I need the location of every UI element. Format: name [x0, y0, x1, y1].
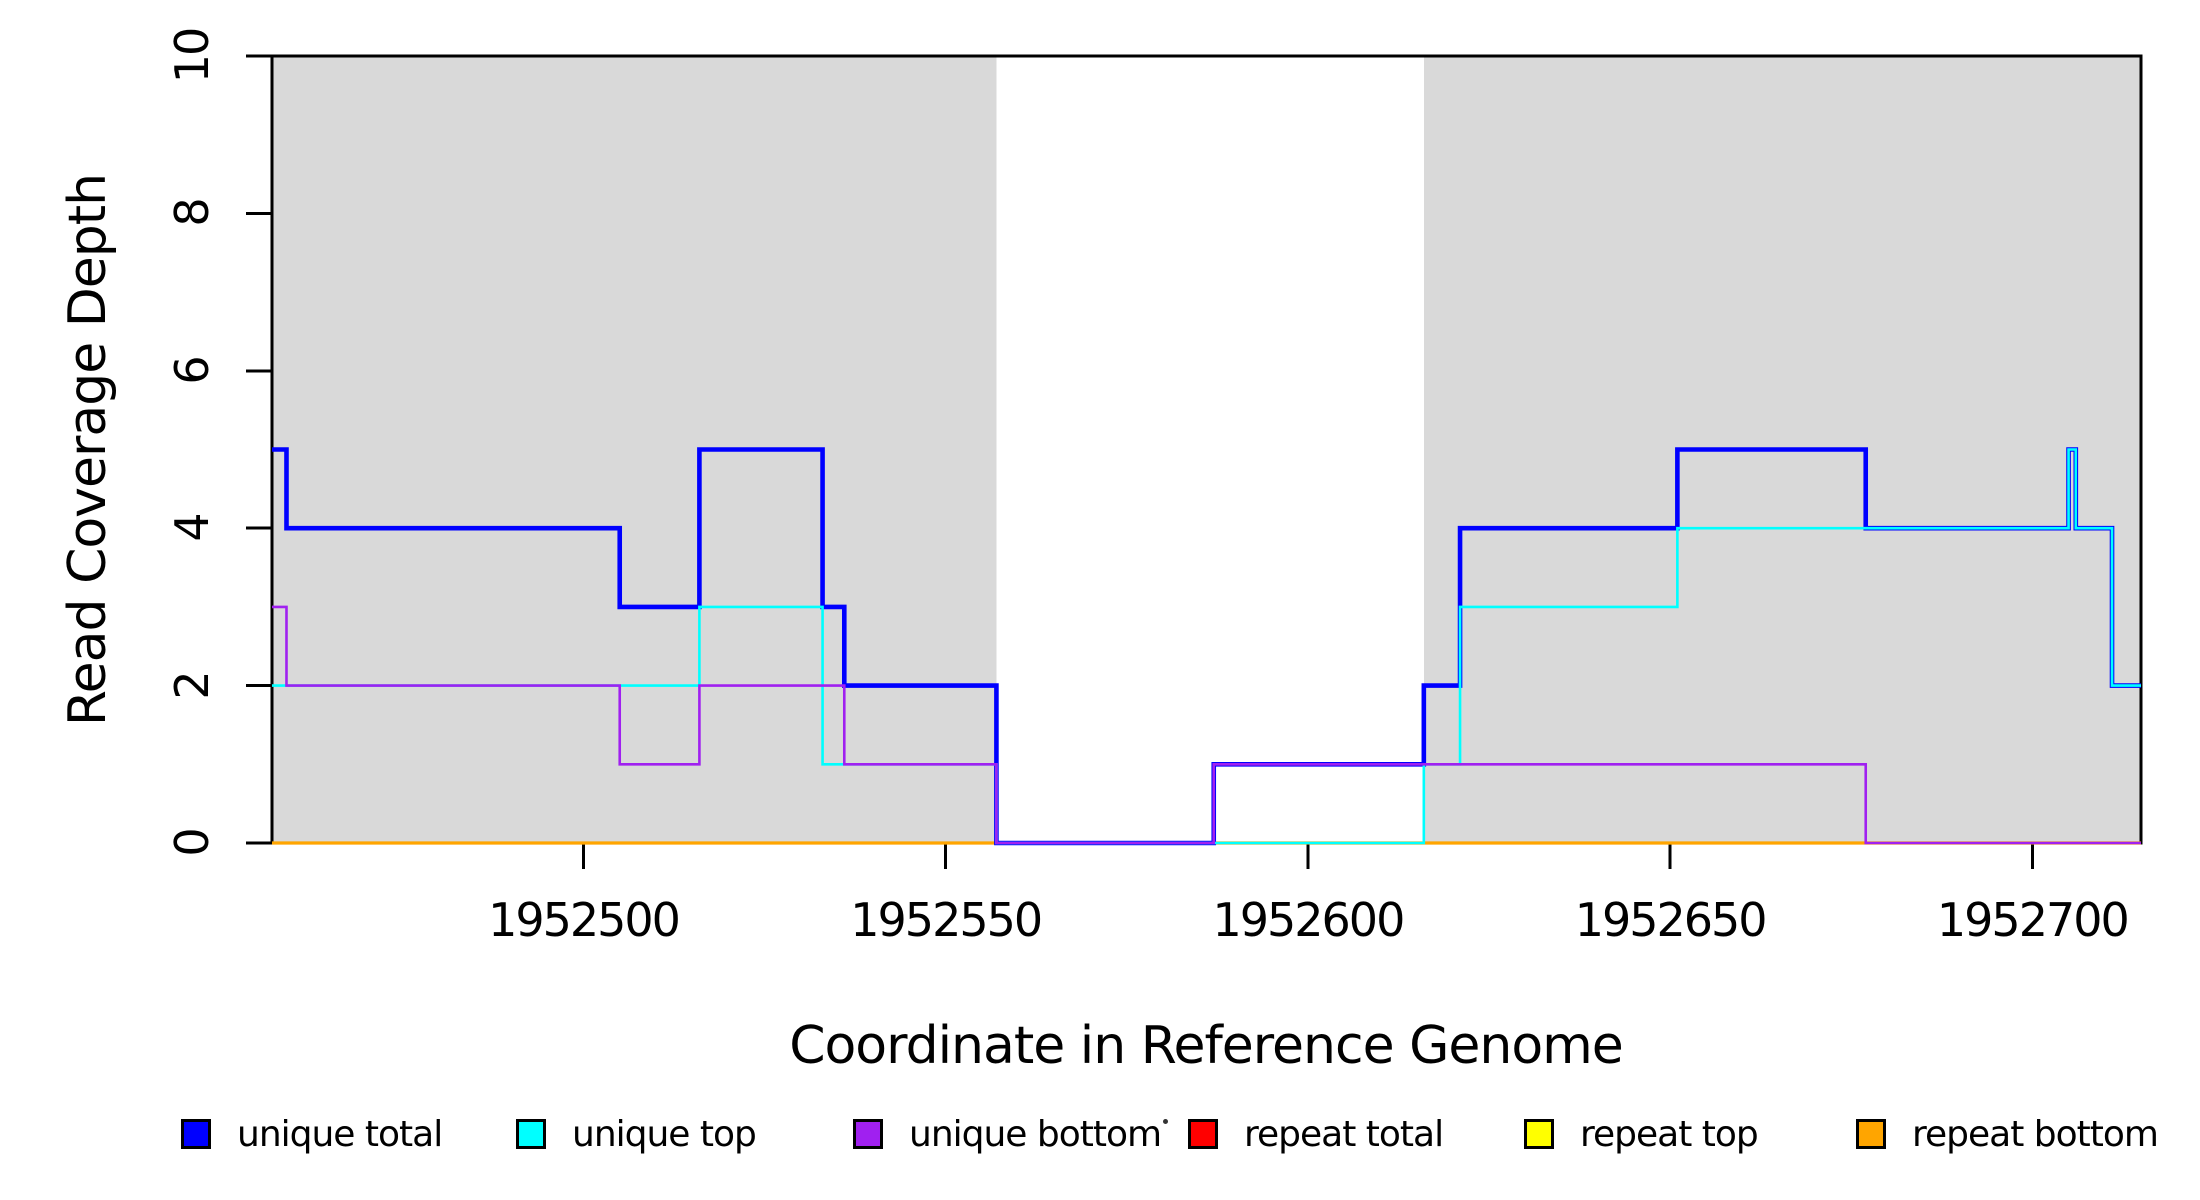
legend-item-repeat-top: repeat top: [1524, 1112, 1759, 1156]
series-unique-bottom: [272, 605, 2141, 845]
legend-label: unique bottom: [909, 1113, 1162, 1155]
legend-label: repeat top: [1580, 1113, 1759, 1155]
y-tick-label: 0: [165, 829, 219, 857]
legend-swatch-unique-total: [181, 1119, 211, 1149]
legend-swatch-repeat-top: [1524, 1119, 1554, 1149]
shaded-region: [272, 56, 997, 843]
x-tick-label: 1952650: [1574, 893, 1768, 947]
stray-dot: [1163, 1119, 1168, 1124]
legend-item-unique-bottom: unique bottom: [853, 1112, 1162, 1156]
legend-label: unique total: [237, 1113, 443, 1155]
legend-item-repeat-bottom: repeat bottom: [1856, 1112, 2159, 1156]
x-axis-title: Coordinate in Reference Genome: [789, 1016, 1624, 1076]
x-tick-label: 1952550: [850, 893, 1043, 947]
y-axis-title: Read Coverage Depth: [58, 173, 118, 727]
legend-swatch-repeat-total: [1188, 1119, 1218, 1149]
legend-swatch-unique-bottom: [853, 1119, 883, 1149]
legend-label: repeat bottom: [1912, 1113, 2159, 1155]
legend-swatch-unique-top: [516, 1119, 546, 1149]
y-tick-label: 6: [165, 357, 219, 385]
x-tick-label: 1952700: [1936, 893, 2130, 947]
legend-swatch-repeat-bottom: [1856, 1119, 1886, 1149]
legend-label: repeat total: [1244, 1113, 1444, 1155]
y-tick-label: 8: [165, 199, 219, 228]
y-tick-label: 10: [165, 28, 219, 84]
legend-item-unique-total: unique total: [181, 1112, 443, 1156]
y-tick-label: 4: [165, 514, 219, 542]
legend-item-unique-top: unique top: [516, 1112, 757, 1156]
x-tick-label: 1952600: [1212, 893, 1405, 947]
legend-label: unique top: [572, 1113, 757, 1155]
series-unique-top: [272, 448, 2141, 845]
legend-item-repeat-total: repeat total: [1188, 1112, 1444, 1156]
y-tick-label: 2: [165, 671, 219, 700]
x-tick-label: 1952500: [488, 893, 681, 947]
